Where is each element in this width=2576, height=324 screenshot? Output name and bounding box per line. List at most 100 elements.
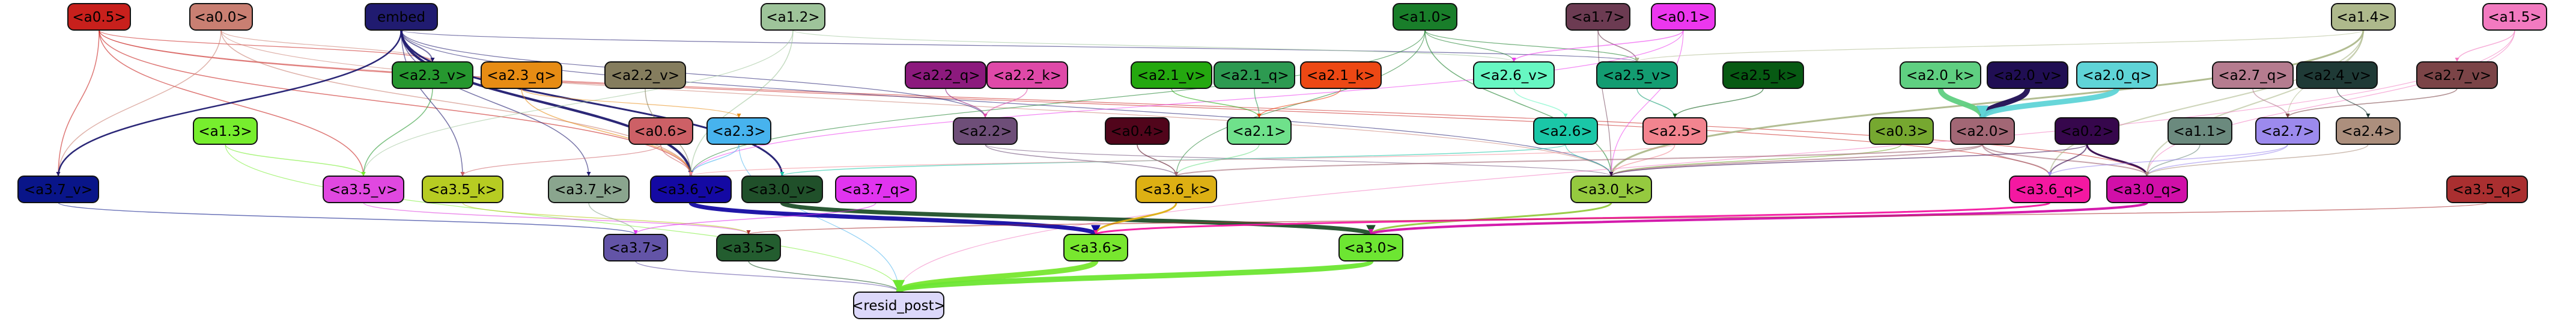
node-a2-7-v[interactable]: <a2.7_v> <box>2416 61 2498 89</box>
node-box[interactable] <box>986 61 1068 89</box>
node-a0-5[interactable]: <a0.5> <box>67 3 131 31</box>
node-a2-2[interactable]: <a2.2> <box>953 117 1018 145</box>
node-a2-3[interactable]: <a2.3> <box>706 117 771 145</box>
node-a1-4[interactable]: <a1.4> <box>2331 3 2396 31</box>
node-box[interactable] <box>761 3 825 31</box>
node-box[interactable] <box>1214 61 1295 89</box>
node-a3-6-k[interactable]: <a3.6_k> <box>1135 176 1217 203</box>
node-box[interactable] <box>1651 3 1716 31</box>
node-box[interactable] <box>1722 61 1804 89</box>
node-a2-1[interactable]: <a2.1> <box>1227 117 1292 145</box>
node-box[interactable] <box>835 176 917 203</box>
node-box[interactable] <box>1131 61 1212 89</box>
node-a3-6[interactable]: <a3.6> <box>1063 234 1128 261</box>
node-box[interactable] <box>1869 117 1934 145</box>
node-a0-0[interactable]: <a0.0> <box>189 3 253 31</box>
node-a2-6[interactable]: <a2.6> <box>1533 117 1598 145</box>
node-a2-7[interactable]: <a2.7> <box>2255 117 2320 145</box>
node-embed[interactable]: embed <box>365 3 438 31</box>
node-a2-1-v[interactable]: <a2.1_v> <box>1131 61 1212 89</box>
node-a1-0[interactable]: <a1.0> <box>1393 3 1457 31</box>
node-a2-3-v[interactable]: <a2.3_v> <box>392 61 473 89</box>
node-box[interactable] <box>2416 61 2498 89</box>
node-box[interactable] <box>2009 176 2091 203</box>
node-box[interactable] <box>1642 117 1707 145</box>
node-box[interactable] <box>2055 117 2119 145</box>
node-a2-1-k[interactable]: <a2.1_k> <box>1300 61 1382 89</box>
node-box[interactable] <box>905 61 986 89</box>
node-a3-7-q[interactable]: <a3.7_q> <box>835 176 917 203</box>
node-a2-3-q[interactable]: <a2.3_q> <box>481 61 562 89</box>
node-box[interactable] <box>365 3 438 31</box>
node-box[interactable] <box>2446 176 2528 203</box>
node-box[interactable] <box>853 292 944 319</box>
node-box[interactable] <box>1950 117 2015 145</box>
node-a2-5[interactable]: <a2.5> <box>1642 117 1707 145</box>
node-box[interactable] <box>1063 234 1128 261</box>
node-a2-0-v[interactable]: <a2.0_v> <box>1987 61 2068 89</box>
node-box[interactable] <box>603 234 668 261</box>
node-a3-7-k[interactable]: <a3.7_k> <box>548 176 630 203</box>
node-a1-3[interactable]: <a1.3> <box>193 117 258 145</box>
node-a2-0-q[interactable]: <a2.0_q> <box>2076 61 2158 89</box>
node-box[interactable] <box>650 176 732 203</box>
node-box[interactable] <box>628 117 693 145</box>
node-a2-4-v[interactable]: <a2.4_v> <box>2296 61 2378 89</box>
node-box[interactable] <box>2167 117 2232 145</box>
node-a2-2-v[interactable]: <a2.2_v> <box>604 61 686 89</box>
node-a3-6-v[interactable]: <a3.6_v> <box>650 176 732 203</box>
node-box[interactable] <box>604 61 686 89</box>
node-box[interactable] <box>17 176 99 203</box>
node-a3-6-q[interactable]: <a3.6_q> <box>2009 176 2091 203</box>
node-a3-5[interactable]: <a3.5> <box>716 234 781 261</box>
node-a2-5-k[interactable]: <a2.5_k> <box>1722 61 1804 89</box>
node-box[interactable] <box>1227 117 1292 145</box>
node-box[interactable] <box>1987 61 2068 89</box>
node-box[interactable] <box>1105 117 1170 145</box>
node-a1-1[interactable]: <a1.1> <box>2167 117 2232 145</box>
node-box[interactable] <box>741 176 823 203</box>
node-box[interactable] <box>953 117 1018 145</box>
node-a3-5-q[interactable]: <a3.5_q> <box>2446 176 2528 203</box>
node-a3-0-v[interactable]: <a3.0_v> <box>741 176 823 203</box>
node-box[interactable] <box>422 176 503 203</box>
node-box[interactable] <box>548 176 630 203</box>
node-box[interactable] <box>1533 117 1598 145</box>
node-a3-0-k[interactable]: <a3.0_k> <box>1570 176 1652 203</box>
node-box[interactable] <box>1596 61 1678 89</box>
node-a3-7-v[interactable]: <a3.7_v> <box>17 176 99 203</box>
node-box[interactable] <box>1566 3 1630 31</box>
node-box[interactable] <box>1300 61 1382 89</box>
node-a2-1-q[interactable]: <a2.1_q> <box>1214 61 1295 89</box>
node-a2-0-k[interactable]: <a2.0_k> <box>1900 61 1981 89</box>
node-a2-5-v[interactable]: <a2.5_v> <box>1596 61 1678 89</box>
node-box[interactable] <box>2331 3 2396 31</box>
node-box[interactable] <box>2212 61 2294 89</box>
node-a2-2-k[interactable]: <a2.2_k> <box>986 61 1068 89</box>
node-a3-5-k[interactable]: <a3.5_k> <box>422 176 503 203</box>
node-a1-5[interactable]: <a1.5> <box>2482 3 2547 31</box>
node-a1-2[interactable]: <a1.2> <box>761 3 825 31</box>
node-box[interactable] <box>481 61 562 89</box>
node-box[interactable] <box>1135 176 1217 203</box>
node-a2-4[interactable]: <a2.4> <box>2336 117 2401 145</box>
node-a0-3[interactable]: <a0.3> <box>1869 117 1934 145</box>
node-box[interactable] <box>2336 117 2401 145</box>
node-box[interactable] <box>193 117 258 145</box>
node-box[interactable] <box>2255 117 2320 145</box>
node-a1-7[interactable]: <a1.7> <box>1566 3 1630 31</box>
node-box[interactable] <box>2482 3 2547 31</box>
node-box[interactable] <box>1473 61 1555 89</box>
node-box[interactable] <box>1570 176 1652 203</box>
node-box[interactable] <box>2296 61 2378 89</box>
node-a2-2-q[interactable]: <a2.2_q> <box>905 61 986 89</box>
node-a3-0-q[interactable]: <a3.0_q> <box>2106 176 2188 203</box>
node-a3-0[interactable]: <a3.0> <box>1338 234 1403 261</box>
node-a2-0[interactable]: <a2.0> <box>1950 117 2015 145</box>
node-a0-2[interactable]: <a0.2> <box>2055 117 2119 145</box>
node-box[interactable] <box>2076 61 2158 89</box>
node-box[interactable] <box>67 3 131 31</box>
node-box[interactable] <box>392 61 473 89</box>
node-a3-7[interactable]: <a3.7> <box>603 234 668 261</box>
node-box[interactable] <box>1338 234 1403 261</box>
